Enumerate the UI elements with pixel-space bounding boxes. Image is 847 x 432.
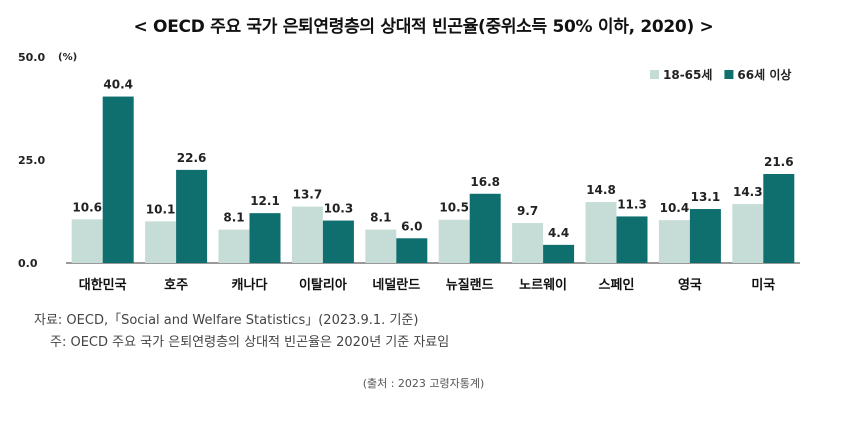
data-label: 21.6 (764, 155, 794, 169)
x-category-label: 네덜란드 (372, 277, 420, 293)
data-label: 8.1 (223, 211, 244, 225)
x-category-label: 캐나다 (232, 277, 268, 293)
y-tick-label: 50.0 (18, 51, 45, 64)
bar-age-66-plus (322, 220, 354, 263)
chart-title: < OECD 주요 국가 은퇴연령층의 상대적 빈곤율(중위소득 50% 이하,… (133, 17, 714, 37)
x-category-label: 대한민국 (79, 277, 127, 293)
bar-age-18-65 (365, 229, 397, 263)
bar-age-18-65 (512, 223, 544, 263)
bar-age-66-plus (469, 193, 501, 263)
x-category-label: 이탈리아 (299, 277, 347, 293)
data-label: 40.4 (103, 78, 133, 92)
bar-age-66-plus (176, 169, 208, 263)
x-category-label: 뉴질랜드 (446, 277, 494, 293)
legend-label: 18-65세 (663, 67, 712, 82)
bar-age-66-plus (102, 96, 134, 263)
bar-age-18-65 (218, 229, 250, 263)
y-unit-label: (%) (58, 52, 77, 63)
data-label: 12.1 (250, 194, 280, 208)
data-label: 16.8 (470, 175, 500, 189)
y-tick-label: 0.0 (18, 257, 38, 270)
x-category-label: 영국 (678, 278, 702, 293)
bar-age-66-plus (689, 209, 721, 263)
bar-age-66-plus (543, 244, 575, 263)
x-category-label: 호주 (164, 278, 188, 293)
data-label: 13.1 (691, 190, 721, 204)
source-note: 자료: OECD,「Social and Welfare Statistics」… (34, 313, 419, 328)
bar-age-18-65 (71, 219, 103, 263)
data-label: 14.3 (733, 185, 763, 199)
bar-chart: 0.0 25.0 50.0 (%) 10.6 40.4 대한민국 10.1 22.6 호주 8.1 1… (18, 51, 800, 293)
x-category-label: 스페인 (599, 277, 635, 293)
data-label: 10.1 (146, 202, 176, 216)
bar-age-18-65 (145, 221, 177, 263)
bar-age-18-65 (438, 219, 470, 263)
y-tick-label: 25.0 (18, 154, 45, 167)
data-label: 4.4 (548, 226, 569, 240)
bar-age-66-plus (616, 216, 648, 263)
bar-age-18-65 (732, 204, 764, 263)
bar-age-66-plus (396, 238, 428, 263)
data-label: 10.6 (72, 200, 102, 214)
legend-swatch (724, 70, 734, 79)
bar-age-18-65 (585, 202, 617, 263)
x-category-label: 노르웨이 (519, 277, 567, 293)
data-label: 22.6 (177, 151, 207, 165)
x-category-label: 미국 (751, 277, 775, 293)
legend-label: 66세 이상 (737, 67, 791, 82)
bar-age-66-plus (249, 213, 281, 263)
data-label: 10.3 (324, 202, 354, 216)
bar-age-18-65 (291, 206, 323, 263)
data-label: 9.7 (517, 204, 538, 218)
data-label: 13.7 (293, 188, 323, 202)
data-label: 10.5 (439, 201, 469, 215)
credit-text: (출처 : 2023 고령자통계) (362, 377, 485, 390)
legend-swatch (650, 70, 659, 79)
data-label: 8.1 (370, 211, 391, 225)
data-label: 11.3 (617, 197, 647, 211)
data-label: 6.0 (401, 219, 422, 233)
memo-note: 주: OECD 주요 국가 은퇴연령층의 상대적 빈곤율은 2020년 기준 자… (50, 335, 450, 350)
bar-age-66-plus (763, 174, 795, 263)
bar-age-18-65 (658, 220, 690, 263)
data-label: 14.8 (586, 183, 616, 197)
data-label: 10.4 (660, 201, 690, 215)
